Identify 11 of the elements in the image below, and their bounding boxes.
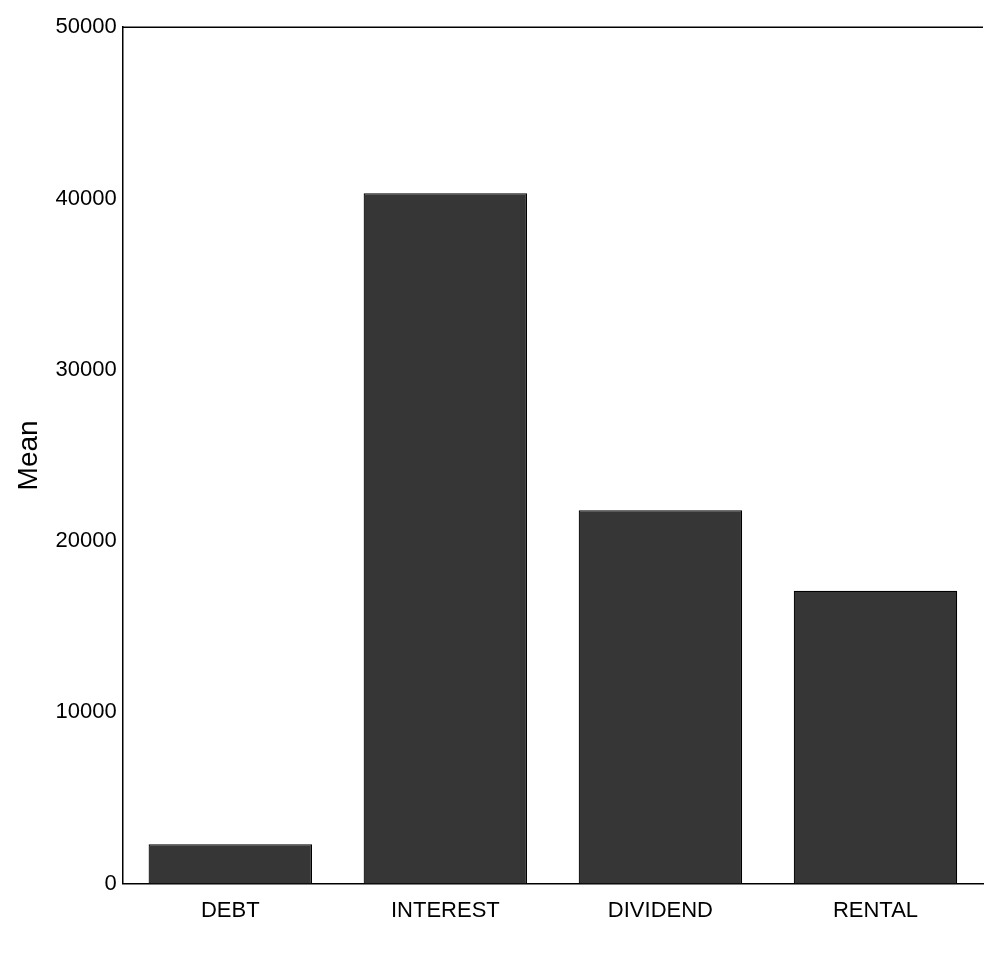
y-axis-title: Mean: [11, 420, 43, 491]
x-tick-label: RENTAL: [832, 896, 919, 922]
y-tick-label: 40000: [55, 184, 117, 210]
x-tick-label: INTEREST: [390, 896, 500, 922]
y-tick-label: 0: [104, 869, 117, 895]
x-tick-label: DEBT: [200, 896, 260, 922]
y-tick-label: 20000: [55, 527, 117, 553]
y-tick-label: 30000: [55, 355, 117, 381]
y-tick-label: 50000: [55, 13, 117, 39]
y-tick-label: 10000: [55, 698, 117, 724]
x-tick-label: DIVIDEND: [607, 896, 713, 922]
